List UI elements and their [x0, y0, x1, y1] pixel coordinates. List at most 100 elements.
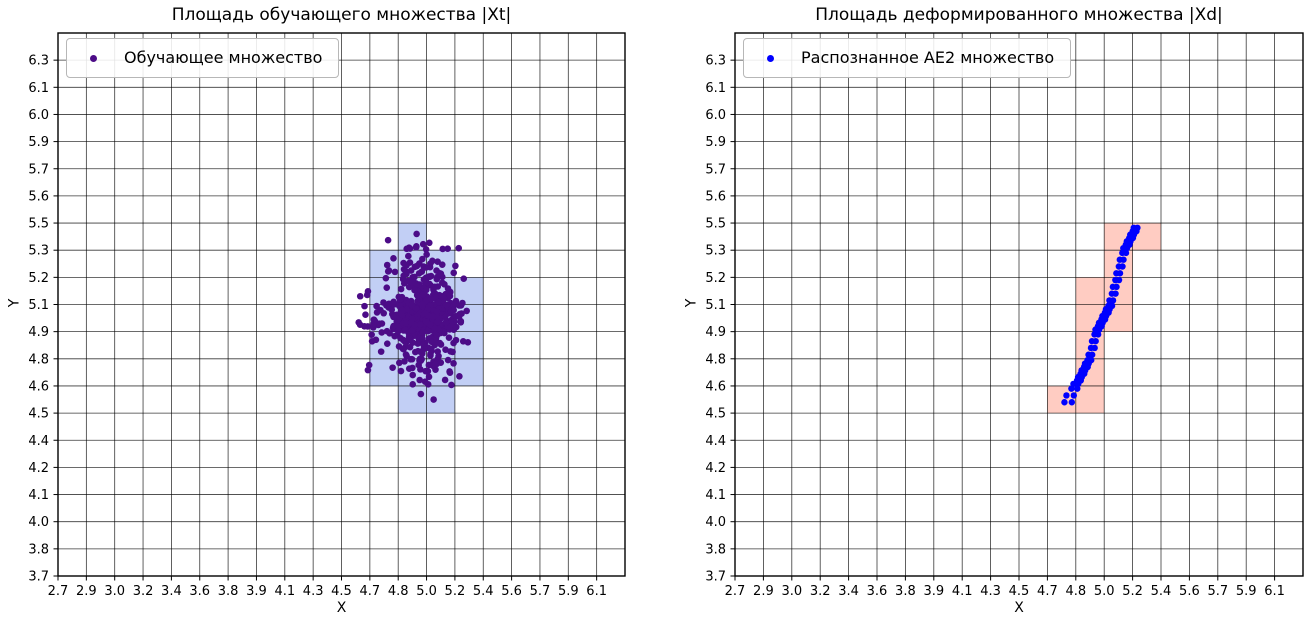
data-point	[386, 330, 393, 337]
x-tick-label: 4.5	[331, 584, 352, 599]
data-point	[364, 366, 372, 374]
data-point	[433, 308, 441, 315]
x-tick-label: 2.7	[48, 584, 69, 599]
x-tick-label: 5.0	[1094, 584, 1115, 599]
scatter-points	[1061, 224, 1141, 406]
data-point	[416, 321, 424, 328]
data-point	[433, 332, 441, 339]
data-point	[408, 327, 416, 334]
data-point	[402, 351, 410, 358]
data-point	[419, 255, 426, 263]
data-point	[452, 323, 460, 331]
data-point	[423, 251, 430, 258]
data-point	[400, 259, 407, 267]
y-tick-label: 4.1	[28, 488, 49, 503]
x-tick-label: 6.1	[586, 584, 607, 599]
x-tick-label: 4.1	[952, 584, 973, 599]
y-tick-label: 5.9	[705, 135, 726, 150]
data-point	[380, 309, 388, 317]
data-point	[427, 295, 435, 303]
data-point	[415, 361, 422, 369]
highlight-cell	[1075, 277, 1105, 305]
data-point	[443, 301, 450, 309]
x-tick-label: 5.2	[445, 584, 466, 599]
data-point	[422, 318, 430, 326]
x-tick-label: 4.1	[274, 584, 295, 599]
legend-box: Распознанное AE2 множество	[743, 38, 1072, 78]
data-point	[407, 356, 414, 363]
highlight-cell	[398, 385, 427, 414]
x-tick-label: 5.6	[1179, 584, 1200, 599]
highlight-cell	[454, 277, 484, 305]
x-tick-label: 3.9	[923, 584, 944, 599]
y-tick-label: 4.1	[705, 488, 726, 503]
data-point	[419, 240, 427, 248]
data-point	[1091, 344, 1098, 352]
y-tick-label: 6.1	[28, 81, 49, 96]
training-scatter-canvas: 2.7 2.9 3.0 3.2 3.4 3.6 3.8 3.9 4.1 4.3 4.5 4.7 4.8 5…	[28, 32, 626, 599]
data-point	[418, 355, 425, 363]
tick-labels: 2.7 2.9 3.0 3.2 3.4 3.6 3.8 3.9 4.1 4.3 4.5 4.7 4.8 5…	[705, 54, 1285, 599]
x-tick-label: 2.9	[76, 584, 97, 599]
y-tick-label: 3.7	[28, 570, 49, 585]
data-point	[456, 302, 463, 309]
data-point	[452, 262, 459, 270]
data-point	[437, 359, 445, 366]
x-tick-label: 3.6	[867, 584, 888, 599]
x-tick-label: 4.3	[980, 584, 1001, 599]
y-tick-label: 5.5	[705, 217, 726, 232]
chart-title: Площадь деформированного множества |Xd|	[815, 5, 1223, 25]
x-tick-label: 5.0	[416, 584, 437, 599]
deformed-scatter-canvas: 2.7 2.9 3.0 3.2 3.4 3.6 3.8 3.9 4.1 4.3 4.5 4.7 4.8 5…	[705, 32, 1304, 599]
x-tick-label: 4.8	[1065, 584, 1086, 599]
y-tick-label: 5.7	[705, 162, 726, 177]
y-tick-label: 4.4	[705, 434, 726, 449]
data-point	[1115, 276, 1123, 284]
data-point	[445, 334, 453, 341]
data-point	[425, 373, 433, 381]
data-point	[361, 302, 368, 310]
data-point	[430, 396, 437, 403]
data-point	[441, 376, 449, 384]
data-point	[383, 284, 391, 291]
data-point	[397, 285, 405, 293]
data-point	[440, 294, 448, 302]
tick-marks	[53, 59, 598, 581]
data-point	[434, 318, 441, 326]
x-tick-label: 2.9	[753, 584, 774, 599]
data-point	[390, 322, 397, 330]
data-point	[405, 365, 413, 373]
data-point	[427, 272, 435, 280]
data-point	[419, 291, 427, 298]
data-point	[452, 336, 460, 344]
data-point	[439, 245, 447, 253]
x-tick-label: 3.2	[810, 584, 831, 599]
data-point	[384, 268, 392, 275]
x-tick-label: 4.8	[388, 584, 409, 599]
y-tick-label: 4.4	[28, 434, 49, 449]
data-point	[423, 286, 430, 294]
y-tick-label: 4.9	[28, 325, 49, 340]
data-point	[429, 313, 437, 320]
y-tick-label: 5.3	[705, 244, 726, 259]
data-point	[464, 338, 472, 346]
data-point	[448, 381, 455, 389]
y-tick-label: 4.6	[705, 379, 726, 394]
data-point	[450, 360, 457, 367]
x-tick-label: 5.9	[1236, 584, 1257, 599]
legend-marker-dot	[767, 54, 774, 62]
data-point	[391, 268, 399, 276]
x-tick-label: 3.4	[161, 584, 182, 599]
data-point	[436, 339, 444, 347]
data-point	[409, 381, 417, 388]
x-tick-label: 6.1	[1264, 584, 1285, 599]
chart-title: Площадь обучающего множества |Xt|	[171, 5, 512, 25]
y-tick-label: 4.2	[705, 461, 726, 476]
x-tick-label: 5.4	[473, 584, 494, 599]
data-point	[371, 317, 379, 325]
x-tick-label: 5.7	[530, 584, 551, 599]
y-tick-label: 5.9	[28, 135, 49, 150]
y-tick-label: 6.3	[705, 54, 726, 69]
x-tick-label: 4.5	[1009, 584, 1030, 599]
